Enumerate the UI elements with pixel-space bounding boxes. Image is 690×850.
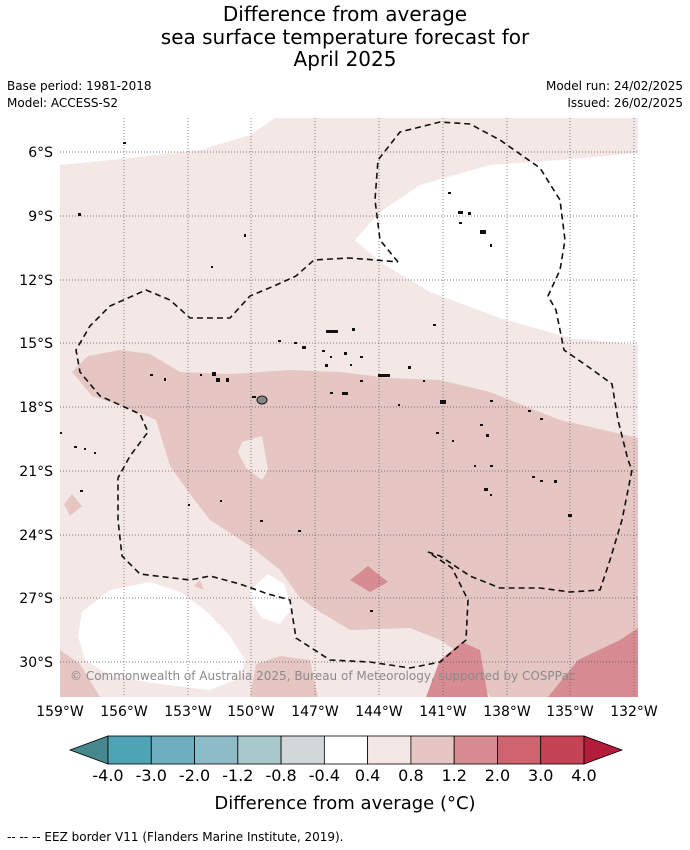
neutral-region-northeast [355, 118, 638, 345]
longitude-label: 141°W [419, 704, 467, 720]
latitude-label: 9°S [28, 209, 53, 225]
colorbar-tick-label: -0.8 [265, 766, 297, 785]
graticule [60, 118, 638, 697]
colorbar-swatch [280, 735, 325, 765]
colorbar-tick-label: -0.4 [308, 766, 340, 785]
colorbar-swatch [107, 735, 152, 765]
colorbar-tick-label: 1.2 [441, 766, 467, 785]
longitude-label: 132°W [610, 704, 658, 720]
latitude-label: 27°S [19, 591, 53, 607]
colorbar-tick-label: 0.8 [398, 766, 424, 785]
colorbar-swatch [497, 735, 542, 765]
colorbar-tick-label: 4.0 [571, 766, 597, 785]
colorbar-extend-low [68, 735, 109, 765]
latitude-label: 30°S [19, 655, 53, 671]
latitude-label: 12°S [19, 273, 53, 289]
chart-title: Difference from average sea surface temp… [0, 3, 690, 71]
latitude-label: 15°S [19, 336, 53, 352]
anomaly-region-0.8-1.2 [72, 350, 638, 697]
longitude-label: 156°W [100, 704, 148, 720]
colorbar-swatch [323, 735, 369, 765]
model-run: Model run: 24/02/2025 [545, 79, 683, 93]
neutral-region-southwest [78, 582, 245, 690]
latitude-label: 24°S [19, 528, 53, 544]
colorbar-tick-label: -2.0 [178, 766, 211, 785]
title-line-3: April 2025 [293, 47, 397, 71]
eez-footnote: -- -- -- EEZ border V11 (Flanders Marine… [7, 830, 344, 844]
colorbar-tick-label: 2.0 [484, 766, 511, 785]
colorbar-swatch [150, 735, 195, 765]
islands [60, 142, 572, 612]
longitude-label: 135°W [546, 704, 594, 720]
colorbar-tick-label: 0.4 [354, 766, 381, 785]
longitude-label: 147°W [291, 704, 339, 720]
colorbar-swatch [367, 735, 412, 765]
colorbar-tick-label: -3.0 [135, 766, 167, 785]
title-line-1: Difference from average [222, 2, 468, 26]
longitude-label: 153°W [164, 704, 212, 720]
longitude-label: 144°W [355, 704, 403, 720]
colorbar-swatch [194, 735, 239, 765]
colorbar [68, 735, 624, 765]
colorbar-tick-label: -1.2 [222, 766, 254, 785]
issued-date: Issued: 26/02/2025 [567, 96, 683, 110]
latitude-label: 21°S [19, 464, 53, 480]
longitude-label: 138°W [483, 704, 531, 720]
eez-border [75, 121, 633, 669]
meta-right: Model run: 24/02/2025 Issued: 26/02/2025 [546, 78, 683, 112]
colorbar-swatch [453, 735, 498, 765]
longitude-label: 150°W [227, 704, 275, 720]
title-line-2: sea surface temperature forecast for [160, 24, 530, 49]
anomaly-region-1.2-2.0 [350, 566, 388, 592]
colorbar-tick-label: -4.0 [92, 766, 124, 785]
longitude-labels: 159°W 156°W 153°W 150°W 147°W 144°W 141°W 138°W… [36, 704, 658, 720]
colorbar-tick-label: 3.0 [527, 766, 554, 785]
latitude-label: 6°S [28, 145, 53, 161]
colorbar-extend-high [583, 735, 624, 765]
colorbar-swatch [237, 735, 282, 765]
map-fill-layer [60, 118, 638, 697]
colorbar-title: Difference from average (°C) [214, 793, 476, 814]
meta-left: Base period: 1981-2018 Model: ACCESS-S2 [7, 78, 152, 112]
colorbar-swatch [540, 735, 585, 765]
model-name: Model: ACCESS-S2 [7, 96, 119, 110]
base-period: Base period: 1981-2018 [7, 79, 152, 93]
latitude-label: 18°S [19, 400, 53, 416]
copyright-notice: © Commonwealth of Australia 2025, Bureau… [70, 669, 576, 683]
latitude-labels: 6°S 9°S 12°S 15°S 18°S 21°S 24°S 27°S 30°S [19, 145, 53, 671]
colorbar-swatch [410, 735, 455, 765]
longitude-label: 159°W [36, 704, 84, 720]
neutral-region-northwest [60, 118, 275, 165]
